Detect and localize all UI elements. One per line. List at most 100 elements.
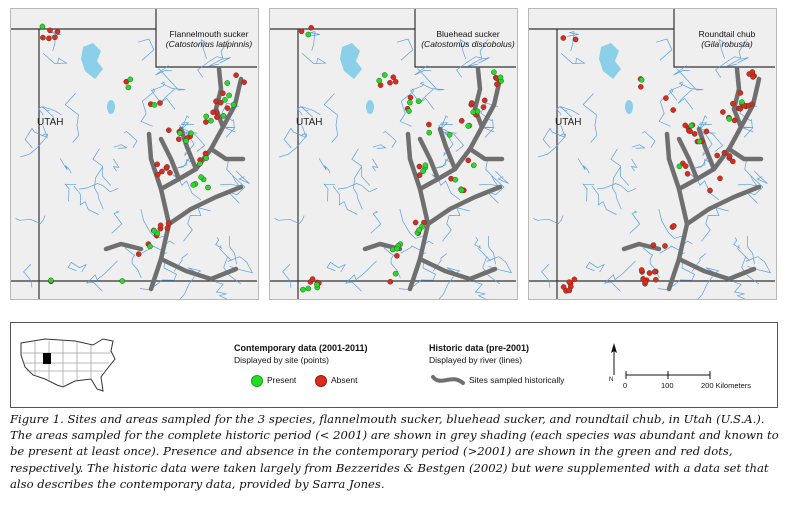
present-site-dot <box>688 122 695 129</box>
stream-line <box>746 235 755 265</box>
stream-line <box>112 158 120 172</box>
historic-river <box>166 184 244 227</box>
scientific-name: (Catostomus latipinnis) <box>165 39 253 49</box>
absent-site-dot <box>494 81 500 87</box>
legend-box: Contemporary data (2001-2011) Displayed … <box>10 322 778 408</box>
stream-line <box>42 106 62 118</box>
absent-site-dot <box>298 28 305 35</box>
absent-site-dot <box>241 79 247 85</box>
absent-site-dot <box>638 267 645 273</box>
absent-site-dot <box>233 72 239 78</box>
historic-river <box>158 136 182 182</box>
absent-site-dot <box>560 35 567 41</box>
stream-line <box>67 261 87 273</box>
absent-site-dot <box>392 78 399 85</box>
absent-site-dot <box>165 127 172 133</box>
stream-line <box>138 38 155 61</box>
stream-line <box>487 235 496 265</box>
scale-tick-200: 200 Kilometers <box>701 381 752 390</box>
stream-line <box>533 215 564 225</box>
present-dot <box>251 375 263 387</box>
stream-line <box>92 148 112 186</box>
present-site-dot <box>305 285 312 292</box>
present-site-dot <box>376 77 382 84</box>
absent-site-dot <box>47 27 53 34</box>
stream-line <box>694 156 716 169</box>
present-site-dot <box>205 184 211 191</box>
stream-line <box>15 215 46 225</box>
absent-site-dot <box>214 114 220 120</box>
absent-site-dot <box>416 163 423 170</box>
absent-site-dot <box>426 121 432 128</box>
absent-site-dot <box>465 157 472 164</box>
utah-lake <box>107 100 115 114</box>
stream-line <box>676 68 704 91</box>
present-site-dot <box>739 99 745 105</box>
stream-line <box>64 93 80 143</box>
stream-line <box>414 65 432 76</box>
stream-line <box>397 38 414 61</box>
stream-line <box>94 166 104 210</box>
stream-line <box>673 65 691 76</box>
state-label: UTAH <box>555 117 582 128</box>
stream-line <box>631 144 646 149</box>
present-site-dot <box>491 69 497 76</box>
stream-line <box>78 183 119 193</box>
absent-site-dot <box>682 122 689 129</box>
stream-line <box>585 261 605 273</box>
stream-line <box>22 263 33 288</box>
stream-line <box>24 127 48 149</box>
absent-site-dot <box>566 279 573 285</box>
absent-site-dot <box>670 223 677 229</box>
stream-line <box>383 247 401 278</box>
stream-line <box>540 263 551 288</box>
historic-river <box>103 241 144 252</box>
stream-line <box>610 148 630 186</box>
present-site-dot <box>190 182 197 188</box>
present-site-dot <box>224 80 231 86</box>
stream-line <box>669 83 684 101</box>
absent-site-dot <box>154 161 160 168</box>
scientific-name: (Gila robusta) <box>701 39 753 49</box>
stream-line <box>559 125 566 138</box>
stream-line <box>582 183 595 202</box>
stream-line <box>538 135 566 158</box>
present-site-dot <box>381 72 388 78</box>
absent-site-dot <box>481 97 488 104</box>
absent-site-dot <box>750 74 756 80</box>
stream-line <box>399 209 424 239</box>
absent-site-dot <box>468 100 475 106</box>
stream-line <box>630 158 638 172</box>
absent-site-dot <box>640 275 646 282</box>
species-label: Bluehead sucker (Catostomus discobolus) <box>420 29 516 49</box>
stream-line <box>59 158 72 174</box>
present-site-dot <box>415 98 422 104</box>
present-site-dot <box>406 108 412 114</box>
stream-line <box>140 209 165 239</box>
absent-site-dot <box>691 131 698 137</box>
stream-line <box>677 89 694 110</box>
absent-site-dot <box>387 79 393 86</box>
map-flannelmouth <box>11 9 257 299</box>
stream-line <box>301 106 321 118</box>
stream-line <box>372 144 387 149</box>
absent-site-dot <box>165 220 172 227</box>
absent-site-dot <box>377 82 384 88</box>
historic-river <box>437 126 458 172</box>
usa-inset-map <box>20 338 116 392</box>
stream-line <box>656 38 673 61</box>
stream-line <box>495 170 509 184</box>
map-roundtail <box>529 9 775 299</box>
stream-line <box>337 183 378 193</box>
absent-site-dot <box>308 24 315 31</box>
absent-site-dot <box>412 219 419 226</box>
absent-site-dot <box>390 74 397 80</box>
absent-site-dot <box>571 276 578 283</box>
stream-line <box>49 31 61 51</box>
stream-line <box>151 83 166 101</box>
absent-site-dot <box>721 149 728 156</box>
absent-site-dot <box>480 104 487 110</box>
stream-line <box>155 65 173 76</box>
absent-dot <box>315 375 327 387</box>
stream-line <box>200 38 210 59</box>
